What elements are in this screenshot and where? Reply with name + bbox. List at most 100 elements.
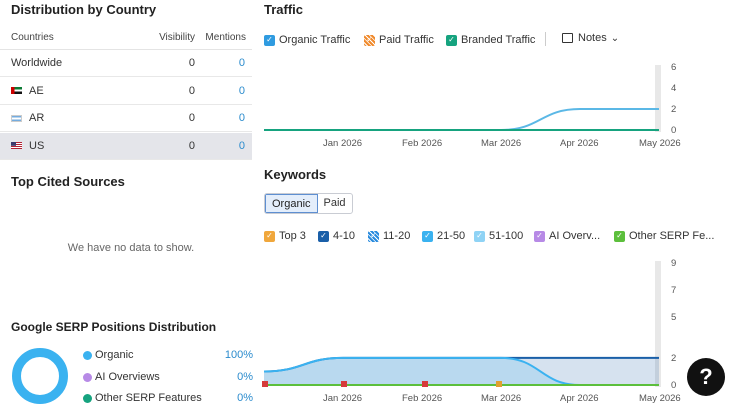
x-tick-label: May 2026 [639, 393, 681, 404]
legend-dot-icon [83, 372, 92, 382]
serp-legend-value: 100% [224, 349, 253, 361]
serp-legend-value: 0% [237, 370, 253, 383]
keywords-title: Keywords [264, 167, 327, 182]
filter-checkbox[interactable]: ✓ Top 3 [264, 229, 306, 243]
y-tick-label: 2 [671, 353, 676, 364]
chart-scroll-band [655, 261, 661, 387]
filter-checkbox[interactable]: ✓ 4-10 [318, 229, 355, 243]
y-tick-label: 5 [671, 312, 676, 323]
checkbox-checked-icon: ✓ [534, 230, 545, 242]
header-visibility[interactable]: Visibility [159, 32, 195, 43]
filter-checkbox[interactable]: ✓ 21-50 [422, 229, 465, 243]
checkbox-checked-icon: ✓ [364, 34, 375, 46]
traffic-chart: 6 4 2 0 Jan 2026 Feb 2026 Mar 2026 Apr 2026 May … [264, 62, 681, 149]
y-tick-label: 0 [671, 380, 676, 391]
mentions-value[interactable]: 0 [238, 84, 245, 97]
help-button[interactable]: ? [687, 358, 725, 396]
tab-paid[interactable]: Paid [323, 197, 346, 209]
mentions-value[interactable]: 0 [238, 139, 245, 152]
filter-checkbox[interactable]: ✓ AI Overv... [534, 229, 600, 243]
note-flag-icon [262, 381, 268, 387]
traffic-title: Traffic [264, 2, 304, 17]
keywords-type-toggle: Organic Paid [264, 193, 353, 214]
legend-dot-icon [83, 394, 92, 403]
checkbox-checked-icon: ✓ [422, 230, 433, 242]
checkbox-checked-icon: ✓ [318, 230, 329, 242]
header-mentions[interactable]: Mentions [205, 32, 246, 43]
serp-legend-label: AI Overviews [95, 370, 160, 383]
y-tick-label: 2 [671, 104, 676, 115]
filter-label: 51-100 [489, 230, 524, 242]
checkbox-checked-icon: ✓ [474, 230, 485, 242]
serp-legend-item: Other SERP Features 0% [83, 392, 253, 406]
checkbox-checked-icon: ✓ [368, 230, 379, 242]
serp-donut-chart [12, 348, 68, 404]
serp-legend-label: Organic [95, 349, 134, 361]
flag-us-icon [11, 142, 22, 149]
filter-checkbox[interactable]: ✓ 51-100 [474, 229, 523, 243]
series-line [264, 108, 659, 131]
x-tick-label: Apr 2026 [560, 138, 599, 149]
filter-checkbox[interactable]: ✓ Other SERP Fe... [614, 229, 714, 243]
country-row[interactable]: US 0 0 [0, 132, 252, 160]
legend-dot-icon [83, 351, 92, 360]
note-icon [562, 33, 573, 43]
x-tick-label: May 2026 [639, 138, 681, 149]
filter-divider [545, 32, 546, 46]
x-tick-label: Jan 2026 [323, 393, 362, 404]
x-tick-label: Jan 2026 [323, 138, 362, 149]
visibility-value: 0 [188, 84, 195, 97]
right-panel: Traffic ✓ Organic Traffic ✓ Paid Traffic ✓ Br… [262, 0, 730, 414]
no-data-message: We have no data to show. [67, 242, 195, 254]
note-flag-icon [341, 381, 347, 387]
filter-checkbox[interactable]: ✓ 11-20 [368, 229, 410, 243]
filter-checkbox[interactable]: ✓ Branded Traffic [446, 33, 535, 47]
serp-legend-value: 0% [237, 392, 253, 404]
x-tick-label: Mar 2026 [481, 138, 521, 149]
note-flag-icon [422, 381, 428, 387]
filter-label: Paid Traffic [379, 34, 434, 46]
country-name: AR [11, 112, 44, 124]
x-tick-label: Feb 2026 [402, 138, 442, 149]
country-label: US [29, 139, 45, 152]
tab-organic[interactable]: Organic [265, 194, 318, 213]
checkbox-checked-icon: ✓ [264, 34, 275, 46]
x-tick-label: Mar 2026 [481, 393, 521, 404]
notes-dropdown[interactable]: Notes ⌄ [562, 32, 619, 44]
country-label: AR [29, 112, 45, 124]
filter-label: Other SERP Fe... [629, 230, 715, 242]
y-tick-label: 9 [671, 258, 676, 269]
serp-legend-item: AI Overviews 0% [83, 371, 253, 385]
mentions-value[interactable]: 0 [238, 57, 245, 69]
series-area [264, 357, 659, 385]
country-name: Worldwide [11, 57, 62, 69]
header-countries: Countries [11, 32, 54, 43]
visibility-value: 0 [188, 139, 195, 152]
country-row[interactable]: Worldwide 0 0 [0, 50, 252, 77]
distribution-table-header: Countries Visibility Mentions [0, 28, 252, 50]
flag-ae-icon [11, 87, 22, 94]
y-tick-label: 0 [671, 125, 676, 136]
filter-label: Organic Traffic [279, 34, 351, 46]
visibility-value: 0 [188, 112, 195, 124]
checkbox-checked-icon: ✓ [446, 34, 457, 46]
filter-label: 21-50 [437, 230, 466, 242]
filter-checkbox[interactable]: ✓ Organic Traffic [264, 33, 350, 47]
serp-distribution-title: Google SERP Positions Distribution [11, 320, 217, 334]
filter-label: 11-20 [383, 230, 411, 242]
country-name: US [11, 140, 44, 152]
x-tick-label: Apr 2026 [560, 393, 599, 404]
chart-scroll-band [655, 65, 661, 132]
country-row[interactable]: AE 0 0 [0, 78, 252, 105]
visibility-value: 0 [188, 57, 195, 69]
country-name: AE [11, 85, 44, 97]
mentions-value[interactable]: 0 [238, 112, 245, 124]
checkbox-checked-icon: ✓ [264, 230, 275, 242]
distribution-title: Distribution by Country [11, 2, 157, 17]
serp-legend-item: Organic 100% [83, 349, 253, 363]
y-tick-label: 6 [671, 62, 676, 73]
country-row[interactable]: AR 0 0 [0, 105, 252, 132]
filter-label: Branded Traffic [461, 34, 536, 46]
filter-checkbox[interactable]: ✓ Paid Traffic [364, 33, 434, 47]
serp-legend-label: Other SERP Features [95, 392, 202, 404]
